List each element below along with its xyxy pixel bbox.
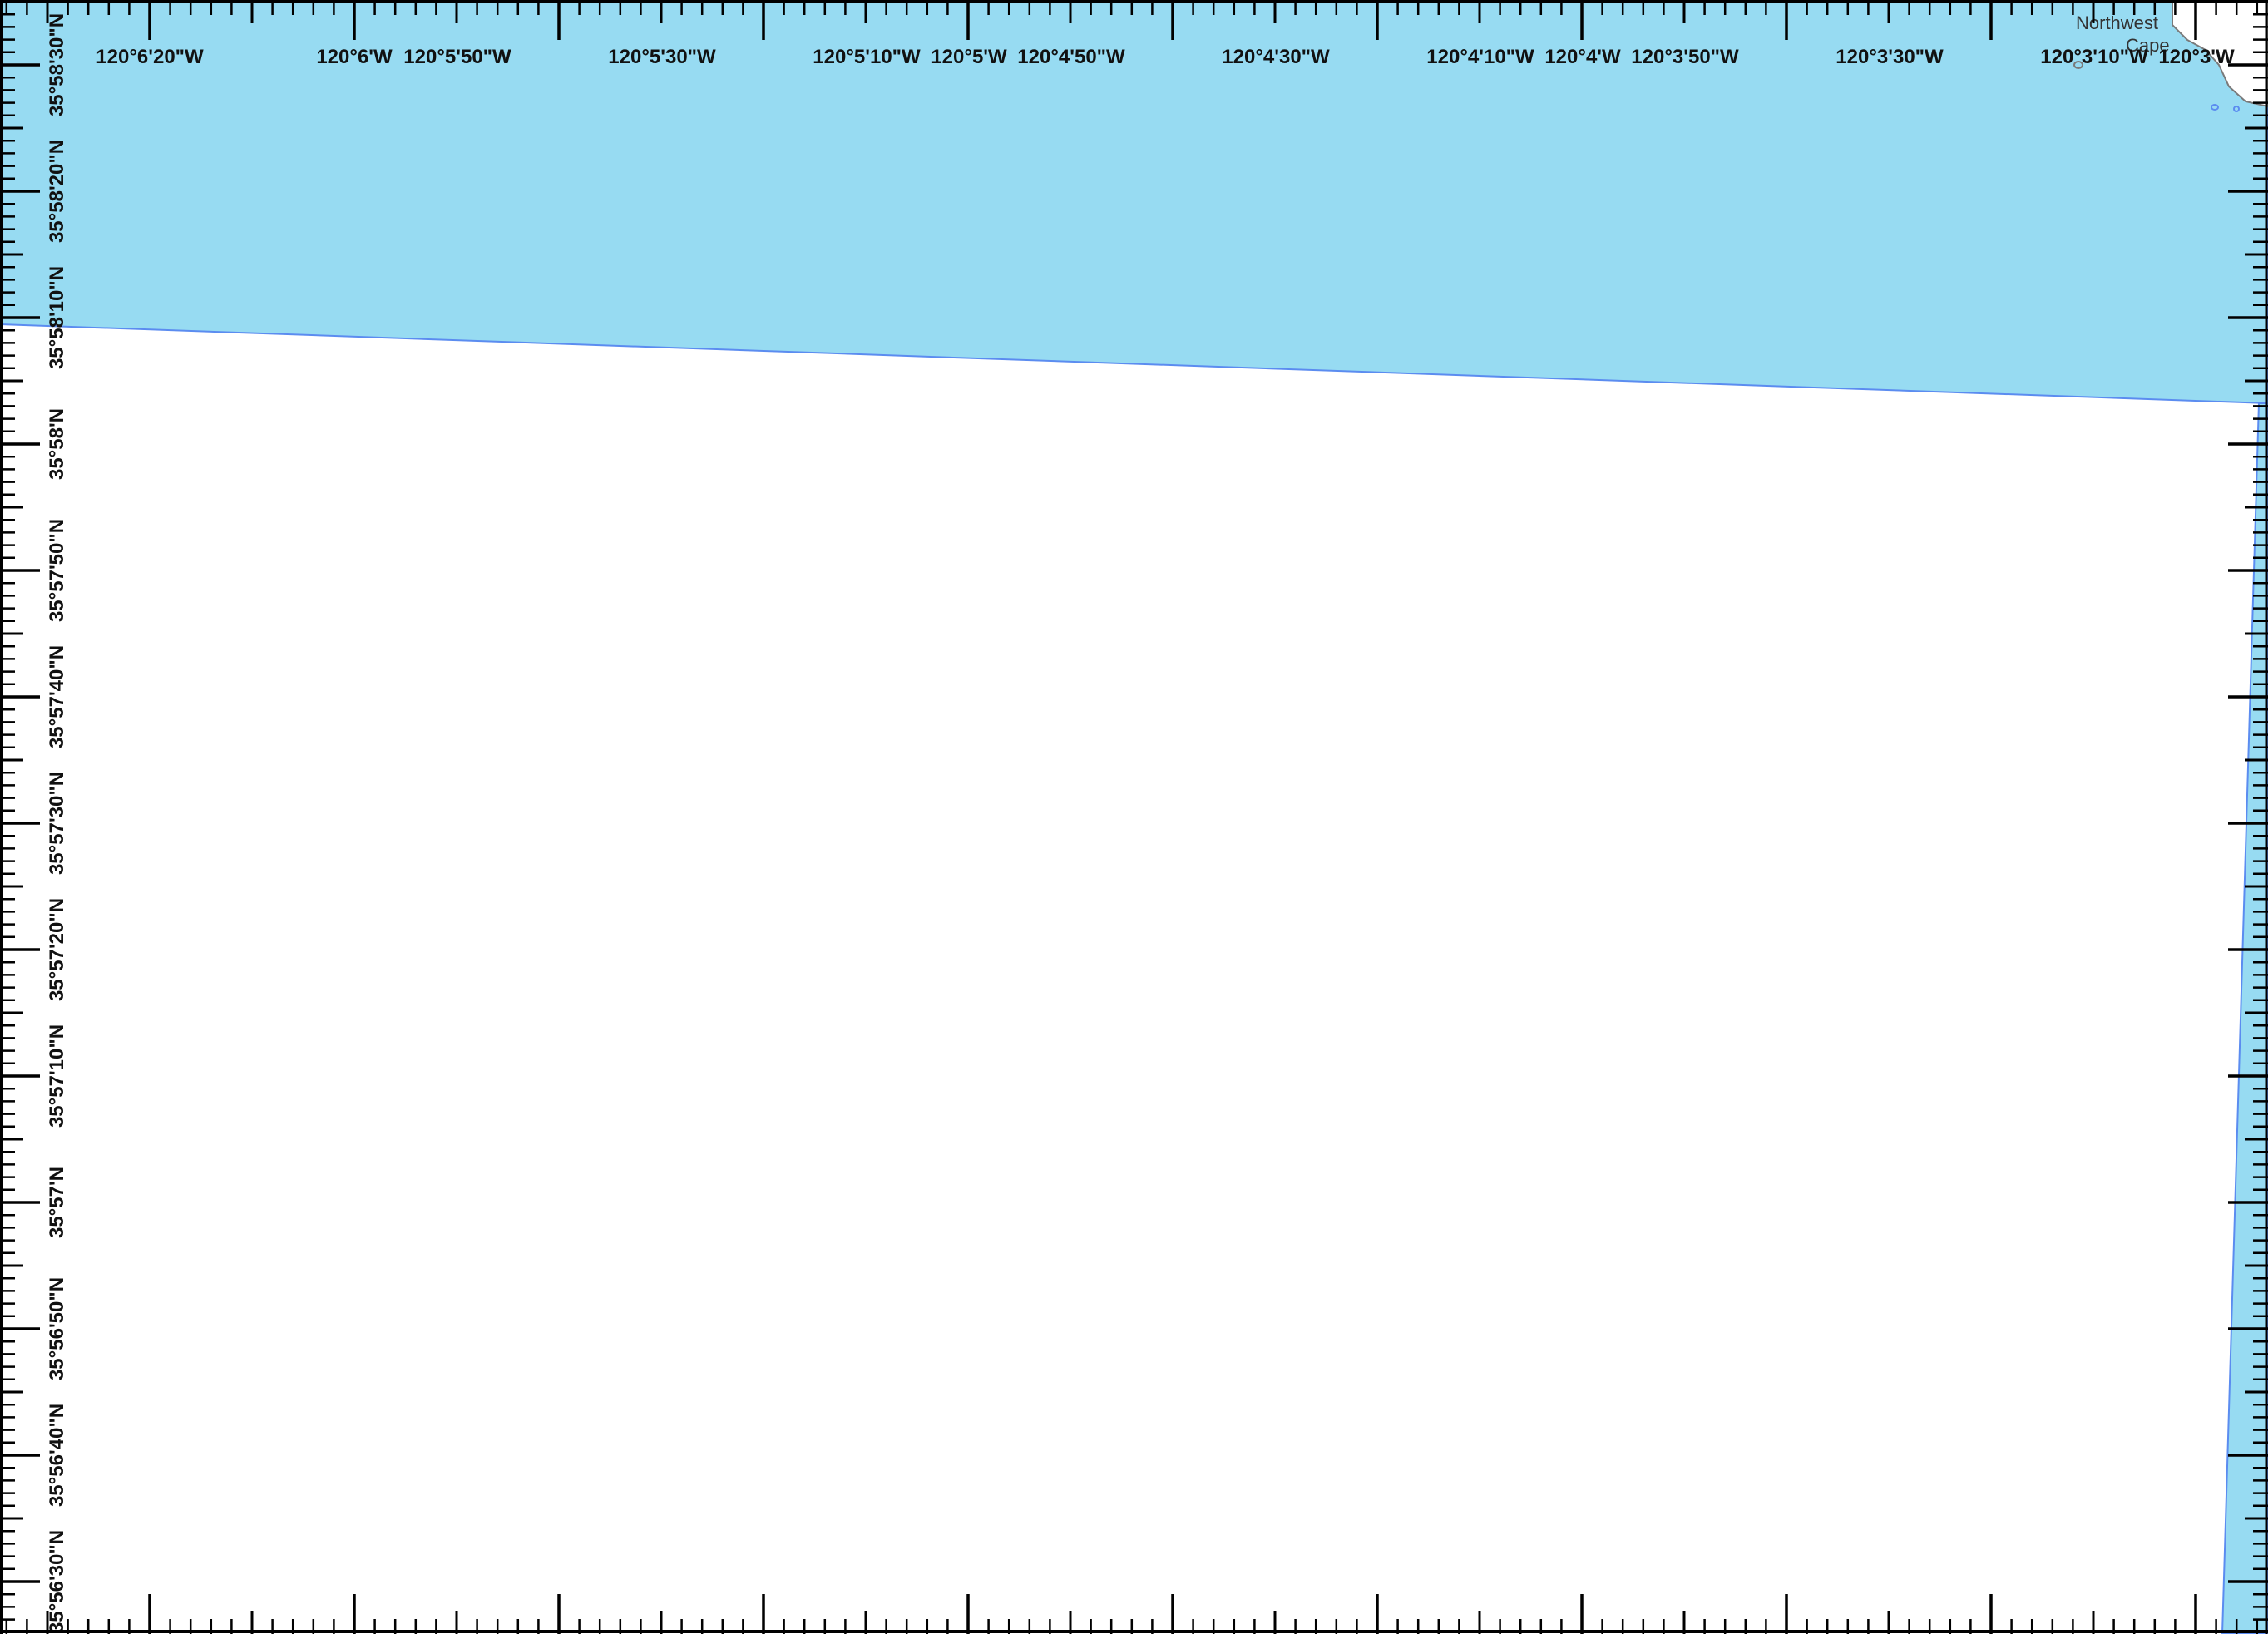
latitude-label: 35°56'50"N: [46, 1277, 68, 1380]
latitude-label: 35°56'30"N: [46, 1530, 68, 1633]
longitude-label: 120°3'50"W: [1631, 46, 1739, 68]
place-label-northwest: Northwest: [2076, 12, 2158, 33]
longitude-label: 120°6'20"W: [96, 46, 204, 68]
islet-2: [2233, 106, 2240, 112]
latitude-label: 35°58'30"N: [46, 13, 68, 116]
latitude-label: 35°57'50"N: [46, 519, 68, 622]
latitude-label: 35°57'20"N: [46, 898, 68, 1001]
latitude-label: 35°57'30"N: [46, 772, 68, 875]
longitude-label: 120°4'W: [1544, 46, 1621, 68]
latitude-label: 35°58'20"N: [46, 140, 68, 243]
longitude-label: 120°5'30"W: [608, 46, 716, 68]
place-label-cape: Cape: [2126, 35, 2170, 56]
water-area-east: [2221, 402, 2268, 1634]
latitude-label: 35°57'N: [46, 1167, 68, 1238]
longitude-label: 120°5'50"W: [403, 46, 511, 68]
longitude-label: 120°5'10"W: [813, 46, 921, 68]
longitude-label: 120°3'W: [2158, 46, 2235, 68]
rock-marker: [2073, 61, 2083, 69]
latitude-label: 35°56'40"N: [46, 1404, 68, 1507]
longitude-label: 120°4'30"W: [1222, 46, 1330, 68]
longitude-label: 120°5'W: [931, 46, 1007, 68]
longitude-label: 120°3'10"W: [2040, 46, 2148, 68]
water-area-north: [0, 0, 2268, 405]
latitude-label: 35°58'N: [46, 408, 68, 480]
latitude-label: 35°57'40"N: [46, 645, 68, 748]
longitude-label: 120°4'50"W: [1017, 46, 1125, 68]
latitude-labels: 35°58'30"N 35°58'20"N 35°58'10"N 35°58'N 35°…: [46, 13, 68, 1633]
longitude-label: 120°6'W: [316, 46, 393, 68]
islet-1: [2211, 104, 2219, 111]
longitude-labels: 120°6'20"W 120°6'W 120°5'50"W 120°5'30"W 120…: [96, 46, 2235, 68]
longitude-label: 120°3'30"W: [1836, 46, 1944, 68]
latitude-label: 35°58'10"N: [46, 266, 68, 369]
latitude-label: 35°57'10"N: [46, 1024, 68, 1128]
longitude-label: 120°4'10"W: [1426, 46, 1534, 68]
